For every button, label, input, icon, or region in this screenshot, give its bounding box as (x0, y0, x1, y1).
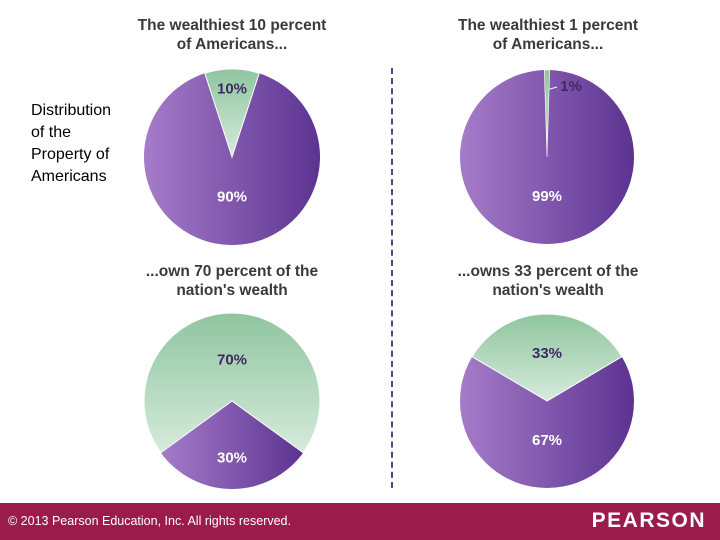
footer-bar: © 2013 Pearson Education, Inc. All right… (0, 503, 720, 540)
chart-title-top1-wealth: ...owns 33 percent of the nation's wealt… (430, 262, 666, 300)
chart-title-line: of Americans... (176, 36, 288, 53)
chart-title-line: The wealthiest 10 percent (137, 17, 327, 34)
pie-top1-wealth: 33% 67% (460, 313, 634, 489)
pie-top1-people: 1% 99% (460, 69, 634, 244)
chart-title-line: nation's wealth (176, 282, 288, 299)
side-label-line: Distribution (31, 102, 112, 119)
pie-slice-rest (460, 356, 634, 489)
data-label-rest: 67% (532, 432, 562, 449)
pie-top10-wealth: 70% 30% (143, 312, 321, 490)
chart-title-top1-people: The wealthiest 1 percent of Americans... (430, 16, 666, 54)
leader-line (549, 86, 558, 90)
data-label-wealthy: 33% (532, 345, 562, 362)
pie-slice-wealthy (204, 68, 260, 159)
chart-title-line: of Americans... (492, 36, 604, 53)
data-label-rest: 30% (217, 449, 247, 466)
data-label-wealthy: 10% (217, 80, 247, 97)
pie-charts: 10% 90% 1% 99% 70% 30% 33% 67% (143, 68, 634, 490)
data-label-rest: 99% (532, 188, 562, 205)
pie-slice-rest (460, 70, 634, 244)
data-label-wealthy: 1% (560, 78, 582, 95)
side-label-line: Property of (31, 146, 110, 163)
pie-slice-wealthy (143, 312, 321, 454)
chart-title-top10-wealth: ...own 70 percent of the nation's wealth (112, 262, 352, 300)
pearson-logo: PEARSON (591, 509, 706, 532)
pie-top10-people: 10% 90% (144, 68, 321, 246)
data-label-rest: 90% (217, 189, 247, 206)
copyright-text: © 2013 Pearson Education, Inc. All right… (8, 514, 291, 528)
side-label-line: of the (31, 124, 72, 141)
chart-title-line: ...own 70 percent of the (145, 263, 319, 280)
chart-title-line: The wealthiest 1 percent (457, 17, 639, 34)
pie-slice-wealthy (471, 313, 623, 402)
data-label-wealthy: 70% (217, 352, 247, 369)
side-label: Distribution of the Property of American… (31, 100, 141, 188)
column-divider (391, 68, 393, 488)
side-label-line: Americans (31, 168, 107, 185)
chart-title-top10-people: The wealthiest 10 percent of Americans..… (112, 16, 352, 54)
pie-slice-rest (144, 73, 321, 246)
chart-title-line: ...owns 33 percent of the (457, 263, 639, 280)
pie-slice-wealthy (543, 69, 551, 158)
chart-title-line: nation's wealth (492, 282, 604, 299)
pie-slice-rest (160, 401, 304, 490)
